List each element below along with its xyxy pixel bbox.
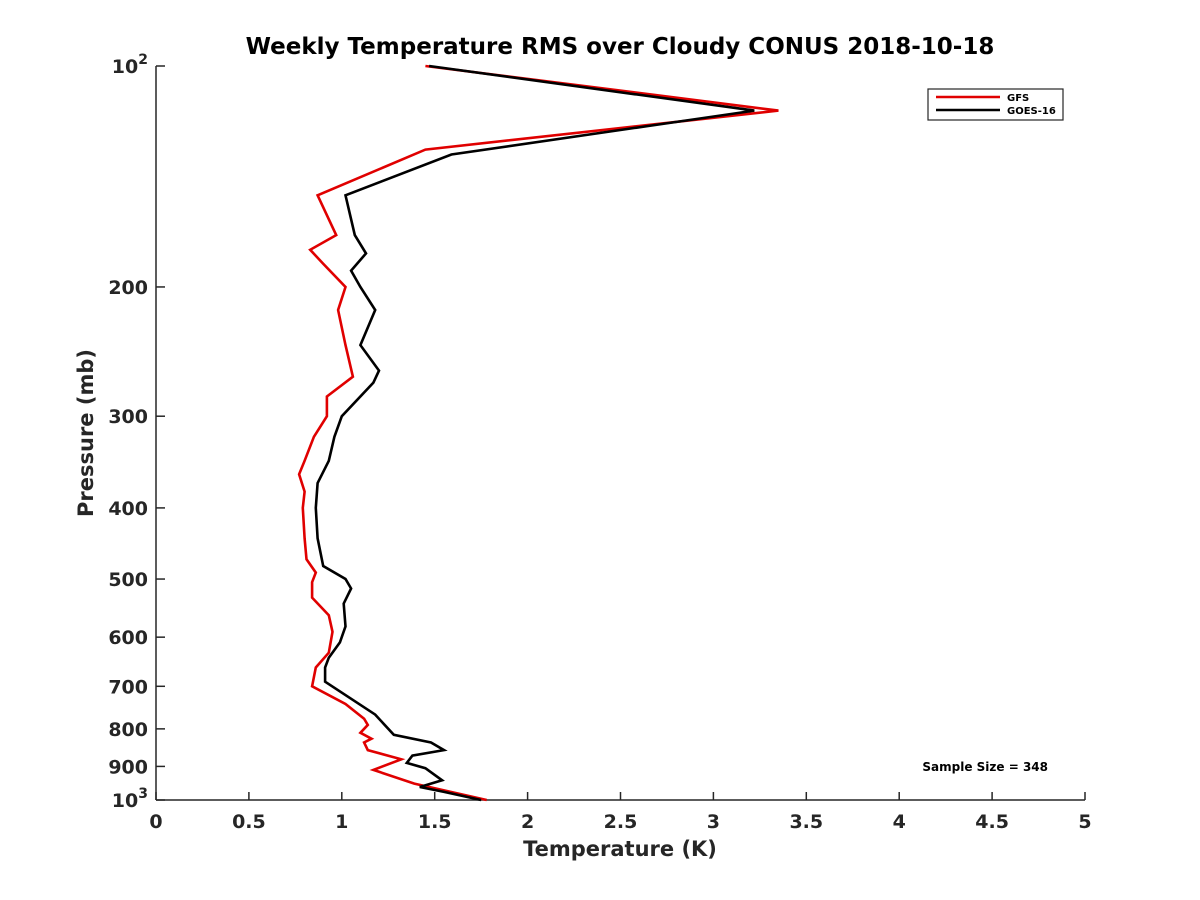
y-tick-label: 102: [112, 52, 148, 78]
plot-box: [155, 66, 1085, 801]
y-tick-label-exponent: 3: [138, 786, 148, 802]
y-tick-label-base: 300: [108, 406, 148, 428]
y-axis-label: Pressure (mb): [74, 349, 98, 517]
y-tick-label: 700: [108, 676, 148, 698]
chart-title: Weekly Temperature RMS over Cloudy CONUS…: [246, 34, 995, 60]
series-line-goes-16: [314, 64, 755, 802]
legend: GFS GOES-16: [927, 88, 1064, 121]
y-tick-label: 103: [112, 786, 148, 812]
series-layer: [297, 64, 779, 802]
y-tick-label: 300: [108, 406, 148, 428]
y-tick-label: 800: [108, 719, 148, 741]
y-tick-label-base: 800: [108, 719, 148, 741]
x-axis-label: Temperature (K): [523, 837, 717, 861]
x-tick-label: 1.5: [418, 811, 452, 833]
y-tick-label-base: 10: [112, 790, 138, 812]
legend-box: [927, 88, 1064, 121]
y-tick-label-base: 700: [108, 676, 148, 698]
y-tick-label-exponent: 2: [138, 52, 148, 68]
x-tick-label: 3: [707, 811, 720, 833]
legend-label: GFS: [1007, 93, 1029, 104]
y-tick-label: 400: [108, 498, 148, 520]
x-tick-label: 4: [893, 811, 906, 833]
y-tick-label: 200: [108, 277, 148, 299]
y-tick-label-base: 500: [108, 569, 148, 591]
y-tick-label-base: 900: [108, 756, 148, 778]
x-tick-label: 0.5: [232, 811, 266, 833]
x-tick-label: 4.5: [975, 811, 1009, 833]
y-tick-label-base: 10: [112, 56, 138, 78]
x-axis-ticks: 0 0.5 1 1.5 2 2.5 3 3.5 4 4.5 5: [149, 792, 1092, 833]
x-tick-label: 2: [521, 811, 534, 833]
y-tick-label-base: 200: [108, 277, 148, 299]
x-tick-label: 5: [1078, 811, 1091, 833]
y-tick-label: 500: [108, 569, 148, 591]
y-tick-label-base: 600: [108, 627, 148, 649]
y-tick-label-base: 400: [108, 498, 148, 520]
x-tick-label: 1: [335, 811, 348, 833]
sample-size-annotation: Sample Size = 348: [922, 760, 1048, 774]
y-tick-label: 900: [108, 756, 148, 778]
y-tick-label: 600: [108, 627, 148, 649]
x-tick-label: 0: [149, 811, 162, 833]
x-tick-label: 2.5: [604, 811, 638, 833]
legend-label: GOES-16: [1007, 106, 1056, 117]
x-tick-label: 3.5: [789, 811, 823, 833]
series-line-gfs: [297, 64, 779, 802]
